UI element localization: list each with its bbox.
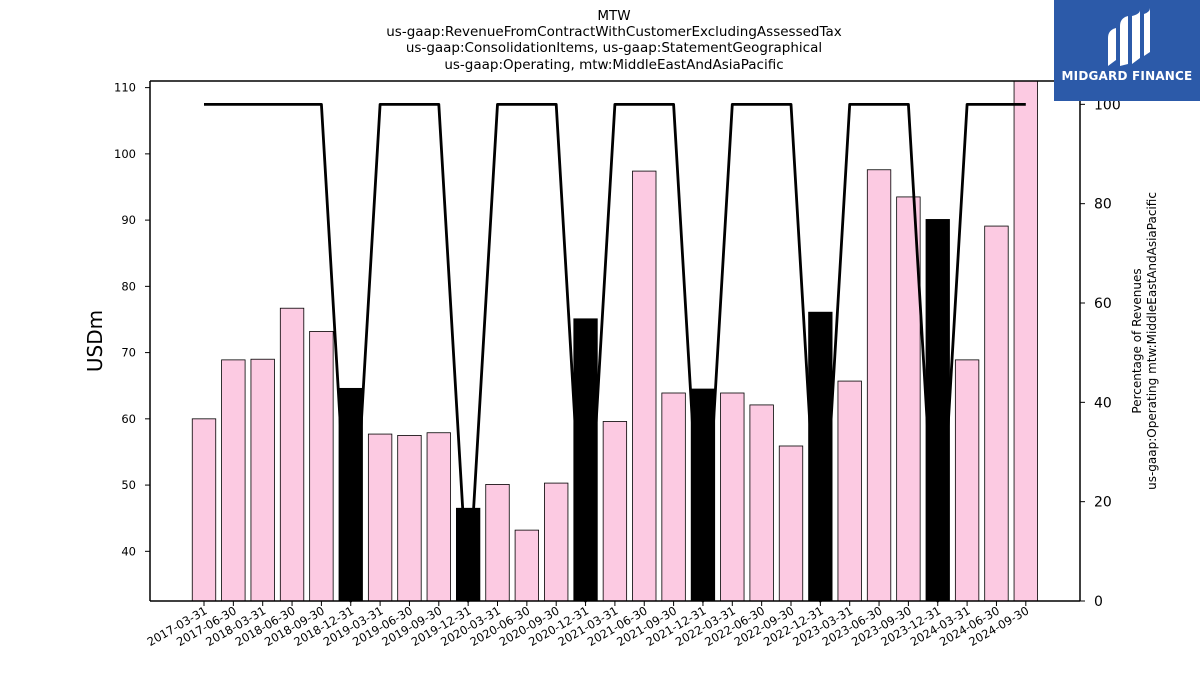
bar-2018-09-30 xyxy=(309,330,334,602)
left-y-axis-ticks: 40 50 60 70 80 90 100 110 xyxy=(114,81,150,558)
bar-2021-12-31 xyxy=(690,388,716,602)
x-axis-ticks: 2017-03-312017-06-302018-03-312018-06-30… xyxy=(145,601,1031,649)
bar-2017-03-31 xyxy=(191,418,217,602)
chart-title-line-3: us-gaap:ConsolidationItems, us-gaap:Stat… xyxy=(406,40,822,56)
bar-2019-09-30 xyxy=(426,432,451,602)
right-tick-label: 20 xyxy=(1094,495,1112,511)
bar-2020-03-31 xyxy=(485,484,510,602)
bar-series xyxy=(191,80,1038,602)
left-tick-label: 40 xyxy=(121,544,136,558)
bar-2019-03-31 xyxy=(367,433,393,602)
left-tick-label: 50 xyxy=(121,478,136,492)
right-tick-label: 60 xyxy=(1094,296,1112,312)
left-tick-label: 70 xyxy=(121,346,136,360)
left-tick-label: 80 xyxy=(121,279,136,293)
bar-2018-03-31 xyxy=(250,358,275,602)
bar-2024-03-31 xyxy=(954,359,980,602)
right-tick-label: 40 xyxy=(1094,395,1112,411)
chart-title-line-4: us-gaap:Operating, mtw:MiddleEastAndAsia… xyxy=(444,57,783,73)
bar-2023-03-31 xyxy=(837,380,862,602)
bar-2021-09-30 xyxy=(661,392,686,602)
bar-2021-03-31 xyxy=(602,421,628,602)
percentage-line-series xyxy=(204,102,1026,603)
midgard-finance-logo: MIDGARD FINANCE xyxy=(1054,0,1200,101)
bar-2018-12-31 xyxy=(338,387,363,602)
bar-2023-12-31 xyxy=(925,219,950,602)
y-axis-label-left: USDm xyxy=(83,310,107,372)
right-tick-label: 100 xyxy=(1094,97,1121,113)
bar-2022-09-30 xyxy=(778,445,804,602)
left-tick-label: 100 xyxy=(114,147,136,161)
bar-2020-09-30 xyxy=(544,482,569,602)
bar-2017-06-30 xyxy=(221,359,246,602)
bar-2024-09-30 xyxy=(1013,80,1038,602)
bar-2024-06-30 xyxy=(984,225,1009,602)
left-tick-label: 90 xyxy=(121,213,136,227)
chart-title-line-2: us-gaap:RevenueFromContractWithCustomerE… xyxy=(386,24,842,40)
y-axis-label-right-line-1: Percentage of Revenues xyxy=(1130,268,1144,413)
logo-text: MIDGARD FINANCE xyxy=(1061,69,1193,83)
bar-2023-06-30 xyxy=(866,169,892,602)
bar-2020-06-30 xyxy=(514,529,539,602)
bar-2022-03-31 xyxy=(720,392,745,602)
bar-2021-06-30 xyxy=(632,170,657,602)
chart-title-line-1: MTW xyxy=(597,8,630,24)
midgard-logo-icon xyxy=(1108,8,1150,66)
left-tick-label: 60 xyxy=(121,412,136,426)
bar-2019-06-30 xyxy=(397,434,422,602)
chart-title: MTW us-gaap:RevenueFromContractWithCusto… xyxy=(386,8,842,73)
bar-2018-06-30 xyxy=(279,307,305,602)
bar-2022-06-30 xyxy=(749,404,774,602)
left-tick-label: 110 xyxy=(114,81,136,95)
axes xyxy=(149,80,1081,602)
right-tick-label: 80 xyxy=(1094,197,1112,213)
y-axis-label-right-line-2: us-gaap:Operating mtw:MiddleEastAndAsiaP… xyxy=(1145,192,1159,490)
percentage-line xyxy=(204,102,1026,603)
right-y-axis-ticks: 0 20 40 60 80 100 xyxy=(1080,97,1121,610)
right-tick-label: 0 xyxy=(1094,594,1103,610)
